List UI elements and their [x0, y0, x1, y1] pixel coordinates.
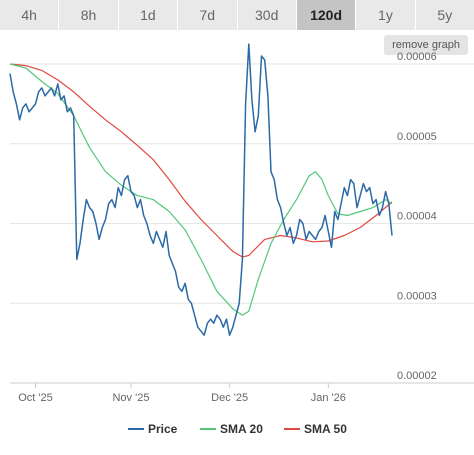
chart-legend: Price SMA 20 SMA 50 — [128, 422, 347, 436]
tab-5y[interactable]: 5y — [415, 0, 474, 30]
series-line-price — [9, 43, 393, 336]
tab-8h[interactable]: 8h — [59, 0, 119, 30]
legend-label[interactable]: Price — [148, 422, 178, 436]
y-tick-label: 0.00002 — [397, 370, 437, 382]
x-tick-label: Oct '25 — [18, 392, 53, 404]
x-tick-label: Jan '26 — [311, 392, 346, 404]
legend-label[interactable]: SMA 20 — [220, 422, 263, 436]
tab-4h[interactable]: 4h — [0, 0, 60, 30]
y-tick-label: 0.00004 — [397, 211, 437, 223]
y-tick-label: 0.00005 — [397, 131, 437, 143]
tab-7d[interactable]: 7d — [178, 0, 238, 30]
x-tick-label: Nov '25 — [112, 392, 149, 404]
tab-1d[interactable]: 1d — [118, 0, 179, 30]
y-axis: 0.00006 0.00005 0.00004 0.00003 0.00002 — [397, 51, 437, 382]
tab-30d[interactable]: 30d — [237, 0, 297, 30]
tab-1y[interactable]: 1y — [356, 0, 416, 30]
remove-graph-button[interactable]: remove graph — [384, 35, 468, 55]
tab-120d[interactable]: 120d — [296, 0, 357, 30]
x-tick-label: Dec '25 — [211, 392, 248, 404]
y-tick-label: 0.00003 — [397, 290, 437, 302]
y-tick-label: 0.00006 — [397, 51, 437, 63]
series-line-sma-50 — [9, 63, 393, 258]
series-line-sma-20 — [9, 63, 393, 316]
time-range-tabs: 4h 8h 1d 7d 30d 120d 1y 5y — [0, 0, 474, 30]
chart-grid — [10, 63, 474, 384]
legend-label[interactable]: SMA 50 — [304, 422, 347, 436]
x-axis: Oct '25 Nov '25 Dec '25 Jan '26 — [10, 382, 474, 404]
chart-series — [9, 43, 393, 336]
